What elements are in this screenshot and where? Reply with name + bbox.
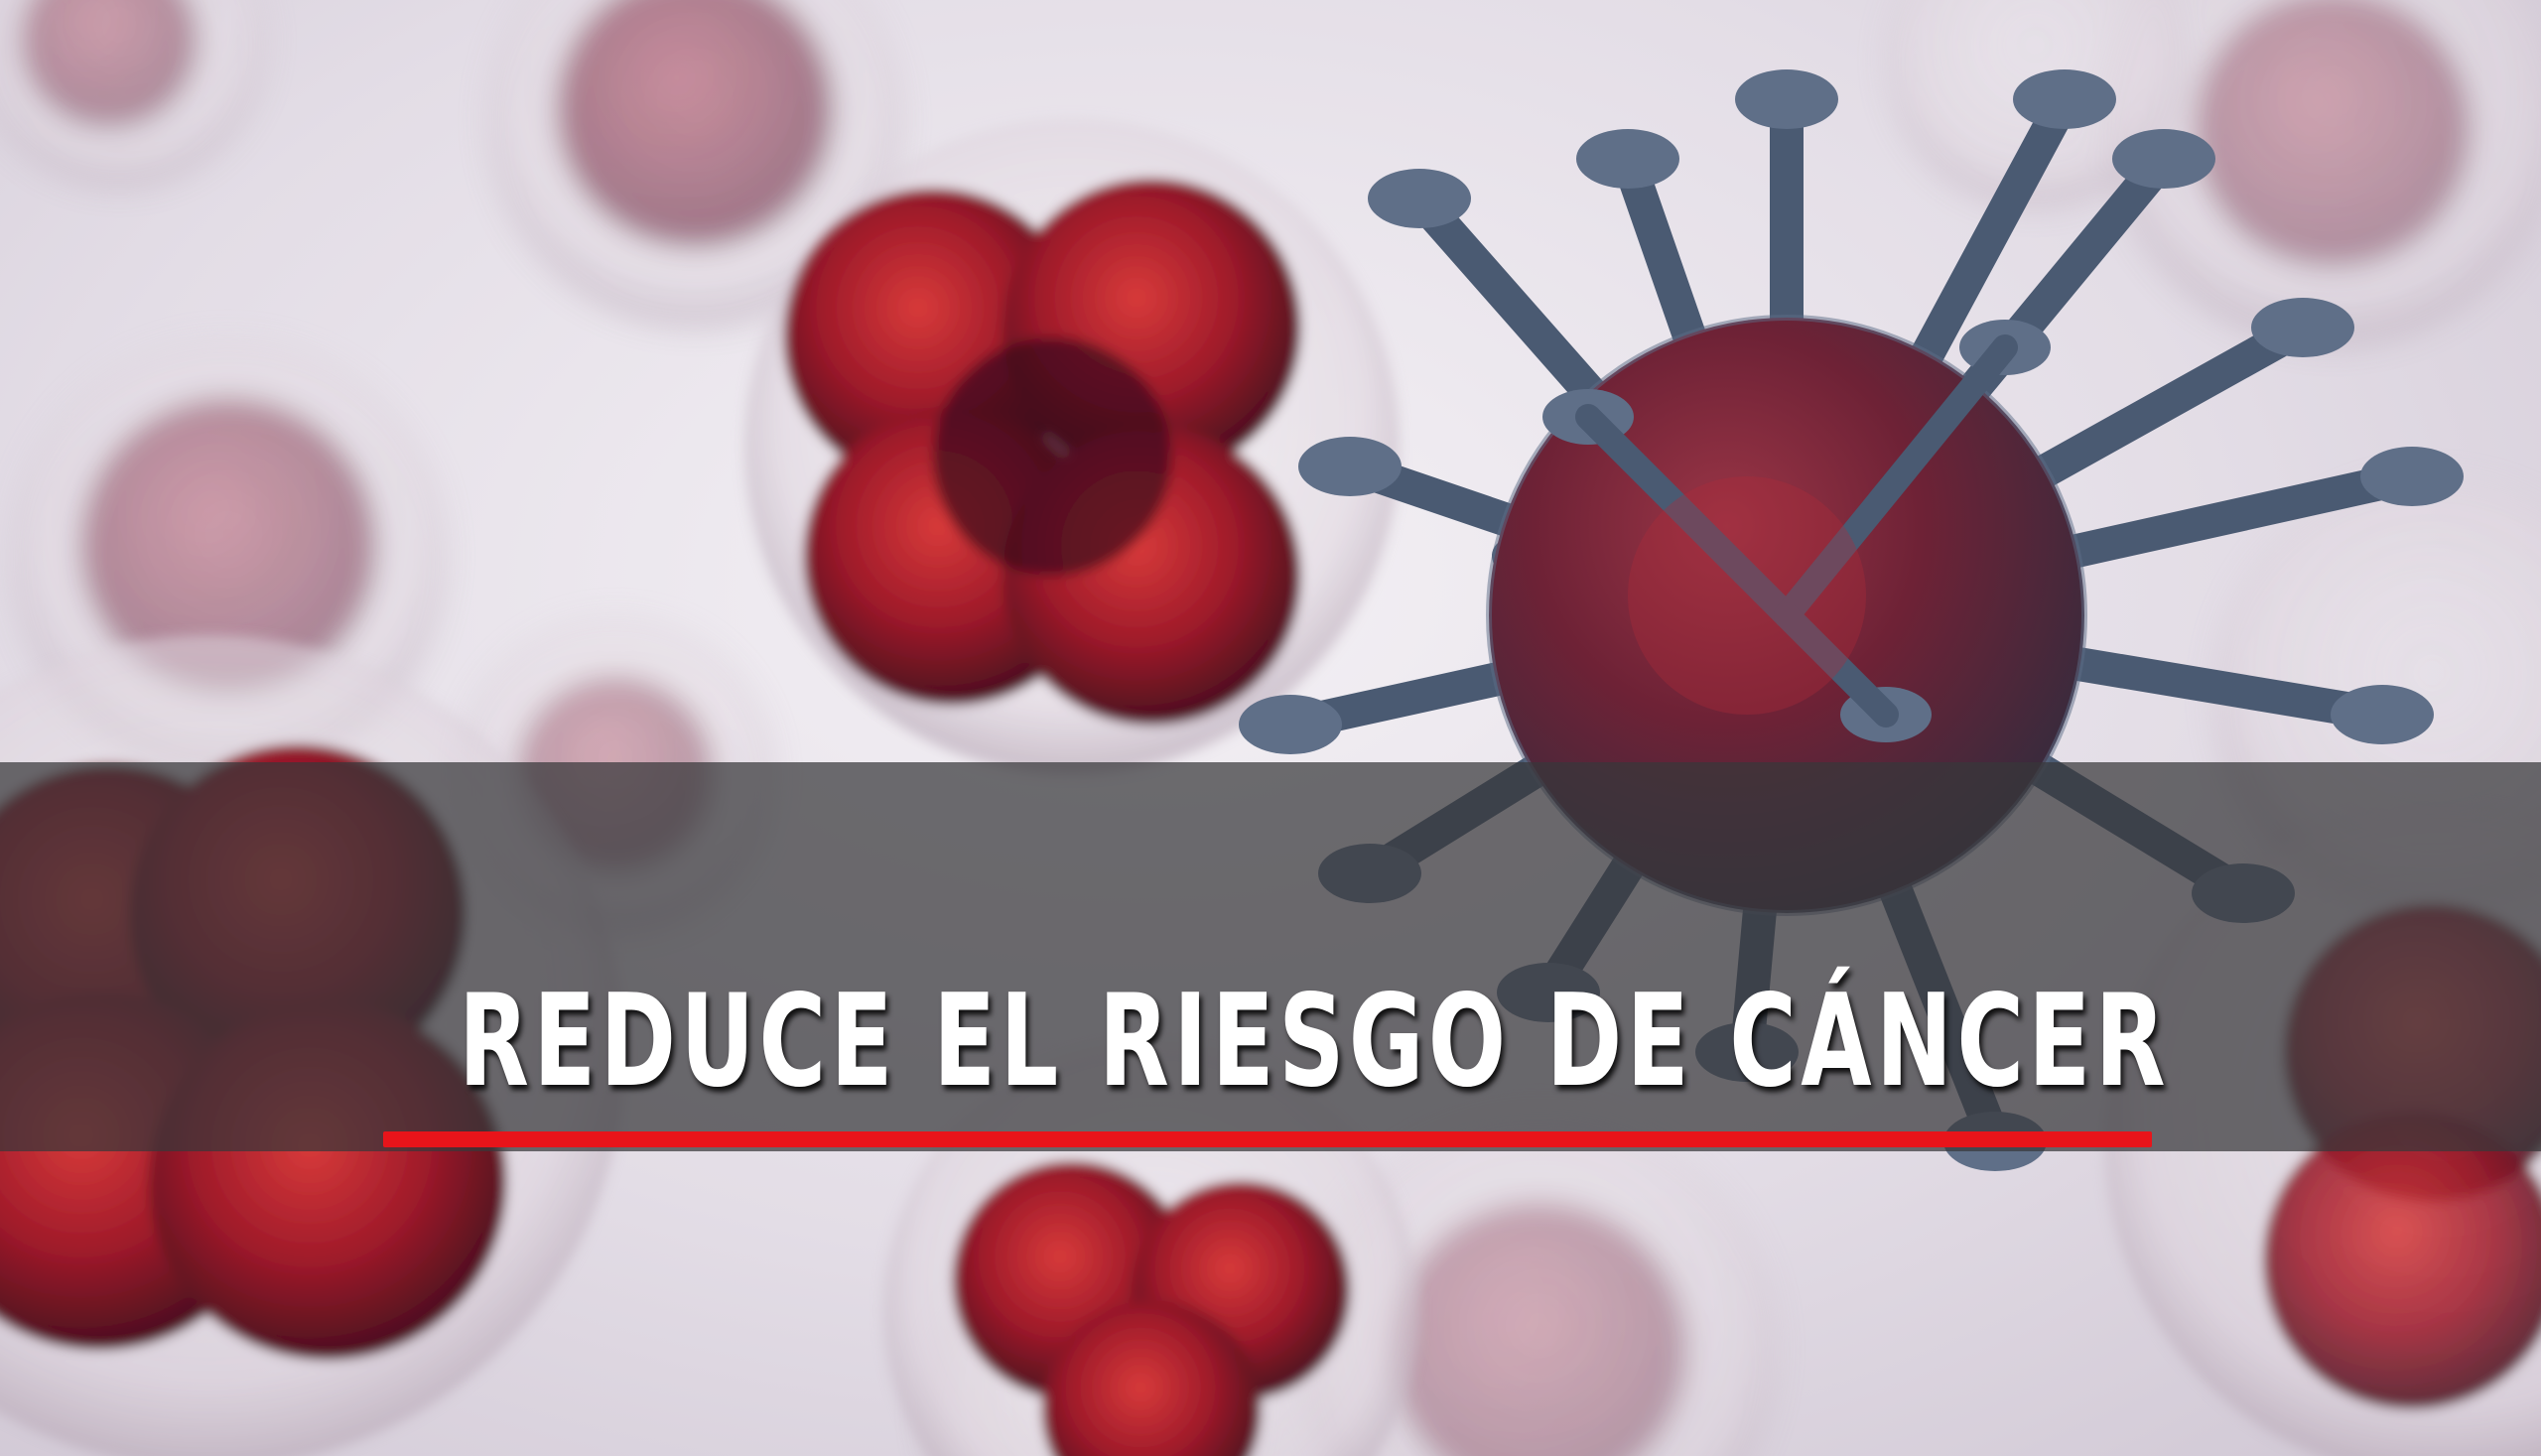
headline-underline [383,1131,2152,1147]
caption-banner [0,762,2541,1151]
banner-headline: REDUCE EL RIESGO DE CÁNCER [459,968,2170,1116]
